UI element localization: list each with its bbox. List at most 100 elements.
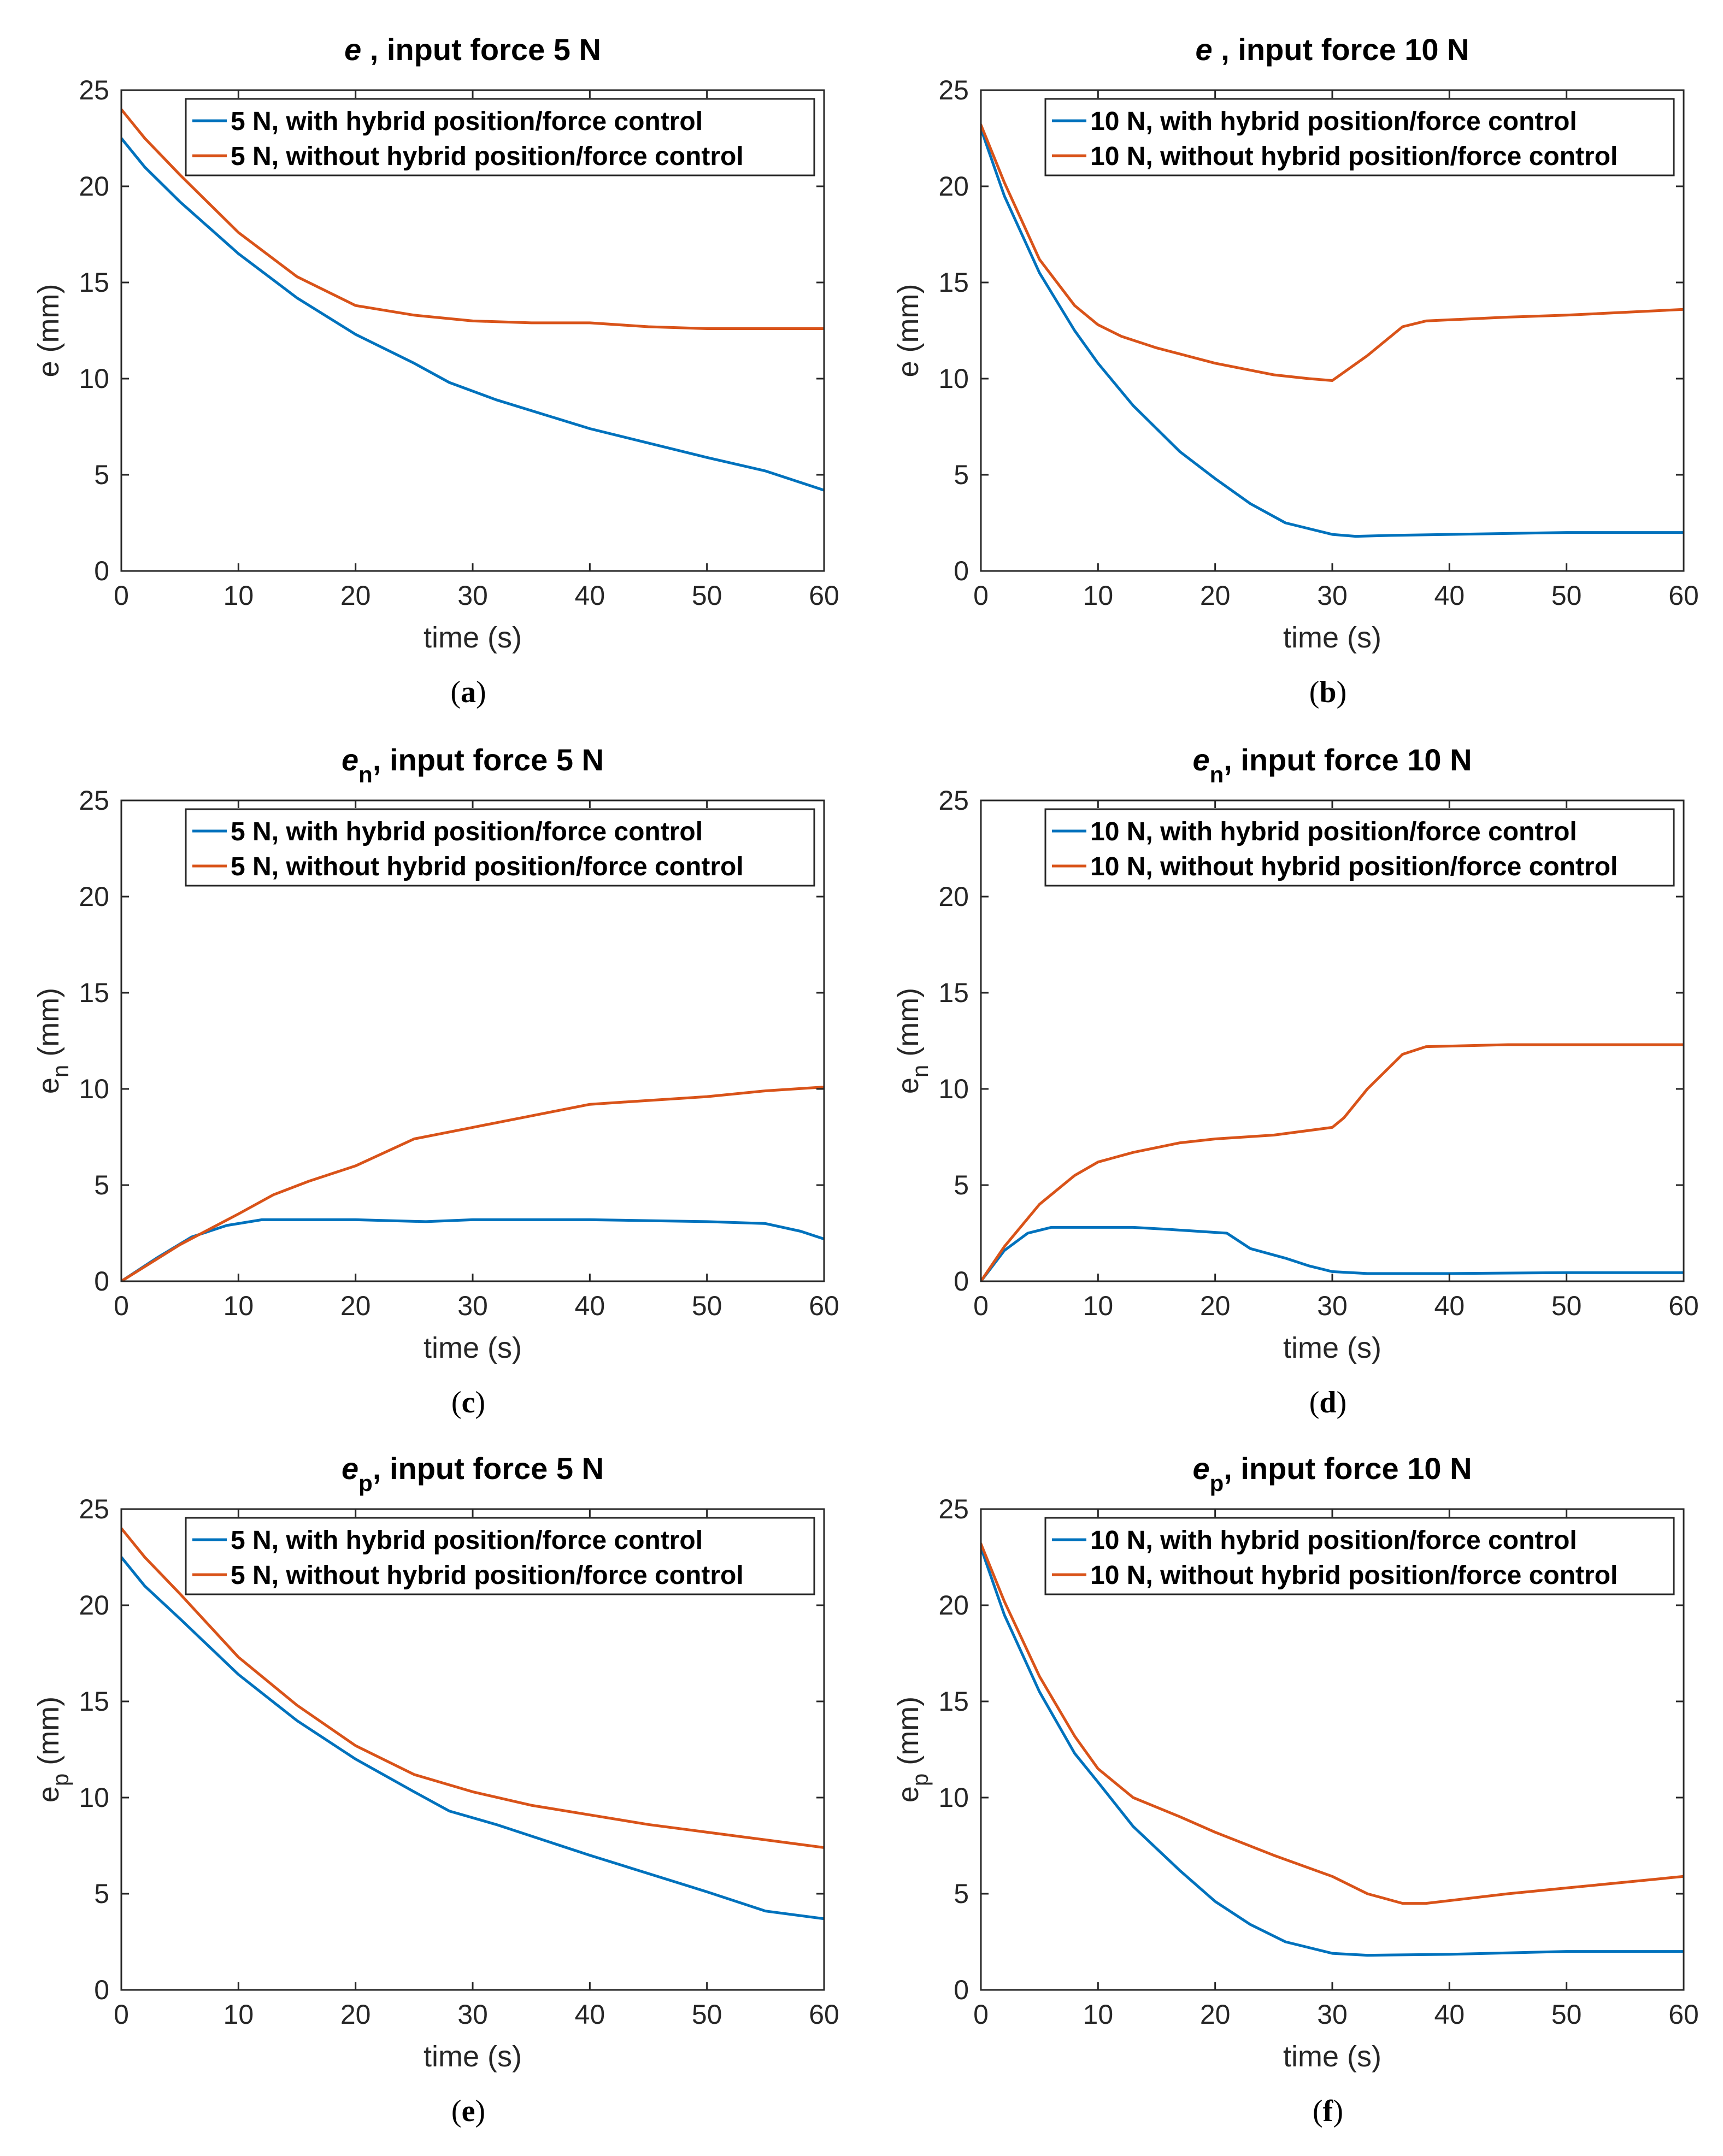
- y-tick-label: 25: [79, 1494, 109, 1524]
- legend-label: 10 N, without hybrid position/force cont…: [1090, 1561, 1618, 1590]
- y-tick-label: 20: [79, 1590, 109, 1621]
- y-tick-label: 20: [938, 881, 969, 912]
- y-tick-label: 5: [954, 1878, 969, 1909]
- y-tick-label: 0: [954, 556, 969, 586]
- x-tick-label: 60: [809, 1999, 839, 2030]
- legend-box: [1044, 1517, 1675, 1595]
- y-tick-label: 20: [79, 881, 109, 912]
- legend: 5 N, with hybrid position/force control 5…: [185, 808, 815, 887]
- panel-letter: a: [461, 675, 476, 709]
- y-tick-label: 5: [94, 1170, 109, 1200]
- legend-label: 10 N, with hybrid position/force control: [1090, 817, 1577, 846]
- legend-label: 10 N, without hybrid position/force cont…: [1090, 142, 1618, 171]
- series-line-without: [121, 1086, 824, 1281]
- y-tick-label: 15: [79, 1686, 109, 1717]
- legend-box: [1044, 808, 1675, 887]
- y-label-unit: (mm): [892, 1696, 925, 1774]
- series-group: [121, 1527, 824, 1921]
- x-tick-label: 10: [1083, 580, 1114, 611]
- x-tick-label: 50: [692, 580, 722, 611]
- y-label-subscript: n: [48, 1065, 73, 1077]
- y-label-variable: e: [892, 1077, 925, 1094]
- title-variable: e: [1192, 743, 1209, 777]
- legend: 5 N, with hybrid position/force control 5…: [185, 98, 815, 176]
- y-label-unit: (mm): [892, 284, 925, 361]
- x-tick-label: 30: [457, 1291, 488, 1321]
- panel-caption: (a): [450, 675, 486, 709]
- x-tick-label: 10: [224, 580, 254, 611]
- y-label-variable: e: [32, 1786, 65, 1802]
- y-tick-label: 0: [94, 1266, 109, 1297]
- y-tick-label: 10: [79, 363, 109, 394]
- y-label-variable: e: [32, 1077, 65, 1094]
- legend: 10 N, with hybrid position/force control…: [1044, 98, 1675, 176]
- series-line-without: [121, 108, 824, 330]
- series-group: [121, 1086, 824, 1281]
- x-tick-label: 50: [1551, 1999, 1582, 2030]
- title-text: , input force 10 N: [1224, 1451, 1472, 1486]
- x-tick-label: 60: [809, 580, 839, 611]
- x-axis-label: time (s): [424, 2040, 522, 2073]
- x-axis-label: time (s): [424, 621, 522, 654]
- x-tick-label: 0: [114, 1291, 129, 1321]
- legend-label: 5 N, with hybrid position/force control: [231, 817, 703, 846]
- x-tick-label: 40: [1434, 1999, 1465, 2030]
- chart-title: e , input force 10 N: [1195, 32, 1469, 67]
- y-tick-label: 25: [938, 785, 969, 816]
- y-tick-label: 0: [954, 1266, 969, 1297]
- series-line-with: [981, 127, 1684, 538]
- legend-label: 5 N, without hybrid position/force contr…: [231, 1561, 744, 1590]
- legend-label: 5 N, without hybrid position/force contr…: [231, 142, 744, 171]
- x-tick-label: 30: [1317, 1999, 1348, 2030]
- series-group: [981, 1043, 1684, 1281]
- x-tick-label: 0: [114, 1999, 129, 2030]
- series-line-without: [981, 123, 1684, 382]
- panel-caption: (b): [1309, 675, 1346, 709]
- y-tick-label: 0: [954, 1975, 969, 2005]
- series-line-without: [981, 1043, 1684, 1281]
- chart-title: ep, input force 10 N: [1192, 1451, 1472, 1496]
- x-tick-label: 60: [1668, 580, 1699, 611]
- y-label-subscript: p: [907, 1774, 933, 1786]
- x-tick-label: 60: [1668, 1999, 1699, 2030]
- series-line-without: [981, 1542, 1684, 1905]
- panel-letter: b: [1319, 675, 1336, 709]
- y-label-variable: e: [892, 1786, 925, 1802]
- x-tick-label: 0: [973, 1999, 989, 2030]
- panel-caption: (d): [1309, 1386, 1346, 1419]
- y-axis-label: en (mm): [892, 988, 933, 1094]
- title-subscript: n: [1210, 762, 1224, 787]
- y-label-variable: e: [32, 361, 65, 377]
- x-axis-label: time (s): [424, 1332, 522, 1364]
- x-axis-label: time (s): [1283, 621, 1381, 654]
- legend-label: 10 N, with hybrid position/force control: [1090, 107, 1577, 136]
- panel-caption: (e): [451, 2094, 485, 2128]
- chart-d: en, input force 10 N0 10 20 30 40 50 600510152…: [892, 743, 1699, 1419]
- x-axis-label: time (s): [1283, 1332, 1381, 1364]
- legend-label: 5 N, without hybrid position/force contr…: [231, 852, 744, 881]
- y-axis-label: en (mm): [32, 988, 73, 1094]
- y-tick-label: 20: [938, 1590, 969, 1621]
- panel-letter: c: [462, 1386, 475, 1419]
- y-tick-label: 25: [938, 1494, 969, 1524]
- x-tick-label: 30: [1317, 1291, 1348, 1321]
- x-tick-label: 0: [114, 580, 129, 611]
- y-tick-label: 20: [79, 171, 109, 202]
- title-text: , input force 5 N: [361, 32, 601, 67]
- y-tick-label: 5: [954, 460, 969, 490]
- legend-box: [185, 1517, 815, 1595]
- x-tick-label: 10: [1083, 1291, 1114, 1321]
- x-tick-label: 0: [973, 1291, 989, 1321]
- y-tick-label: 5: [94, 1878, 109, 1909]
- legend-box: [185, 98, 815, 176]
- x-tick-label: 20: [1200, 1291, 1231, 1321]
- x-tick-label: 50: [1551, 1291, 1582, 1321]
- y-tick-label: 20: [938, 171, 969, 202]
- y-tick-label: 5: [94, 460, 109, 490]
- y-label-subscript: p: [48, 1774, 73, 1786]
- legend-label: 5 N, with hybrid position/force control: [231, 1526, 703, 1555]
- chart-a: e , input force 5 N 0 10 20 30 40 50 60 0 5 10 15 20…: [32, 32, 839, 709]
- y-label-variable: e: [892, 361, 925, 377]
- y-label-unit: (mm): [32, 988, 65, 1065]
